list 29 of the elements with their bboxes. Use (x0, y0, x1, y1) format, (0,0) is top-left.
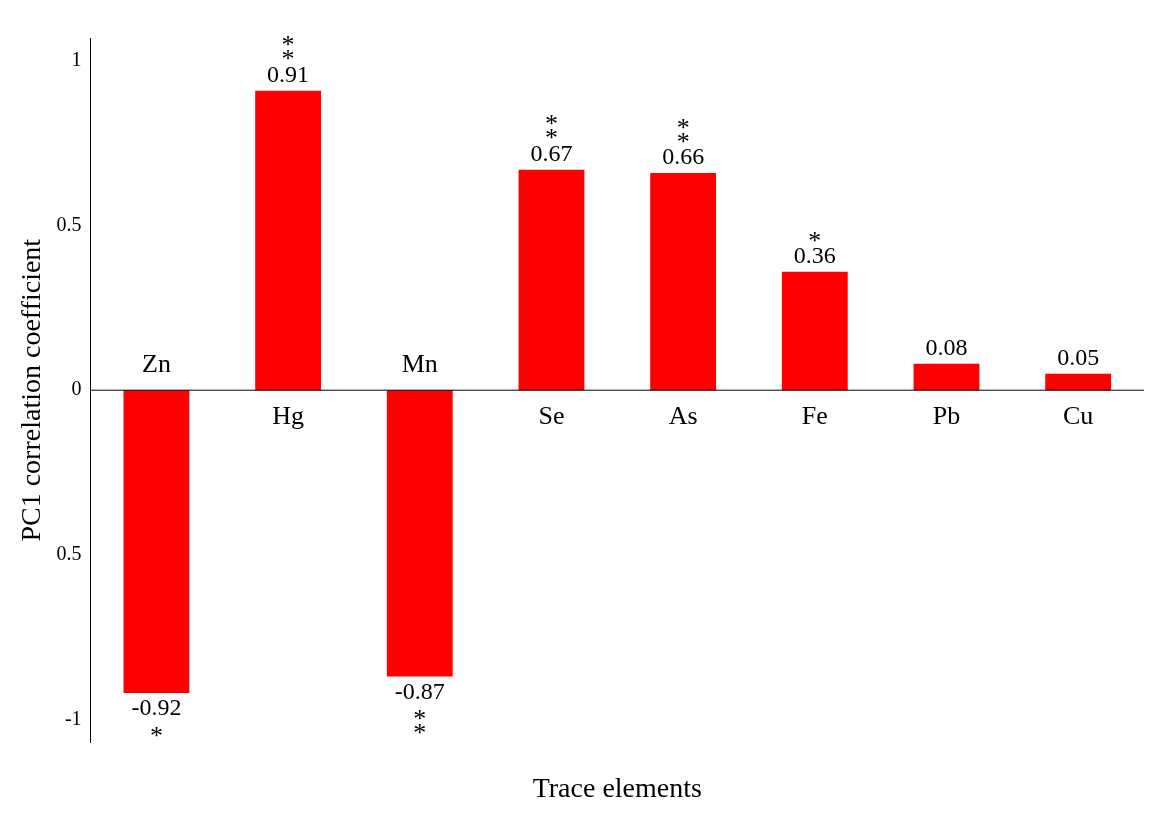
x-tick-label: Se (538, 401, 565, 431)
y-tick-label: -1 (64, 706, 82, 729)
data-label: 0.08 (925, 334, 968, 361)
bar (518, 169, 585, 391)
data-label: 0.05 (1057, 344, 1100, 371)
bar (650, 172, 717, 391)
y-axis-title: PC1 correlation coefficient (15, 238, 47, 542)
annotation: * (149, 720, 163, 750)
data-label: -0.92 (131, 694, 182, 721)
x-tick-label: Pb (932, 401, 961, 431)
x-tick-label: As (668, 401, 698, 431)
x-tick-label: Hg (272, 401, 304, 431)
bar (386, 390, 453, 677)
y-tick-label: 1 (71, 48, 82, 71)
x-tick-label: Mn (401, 349, 438, 379)
bar (255, 90, 322, 391)
annotation: ** (413, 704, 427, 748)
bar (123, 390, 190, 694)
data-label: -0.87 (394, 677, 445, 704)
x-tick-label: Cu (1062, 401, 1094, 431)
x-axis-title: Trace elements (532, 771, 702, 803)
x-tick-label: Zn (141, 349, 171, 379)
bar (1045, 373, 1112, 391)
x-tick-label: Fe (801, 401, 828, 431)
bar (781, 271, 848, 391)
y-tick-label: 0.5 (56, 542, 82, 565)
y-tick-label: 0.5 (56, 212, 82, 235)
y-tick-label: 0 (71, 377, 82, 400)
bar (913, 363, 980, 391)
